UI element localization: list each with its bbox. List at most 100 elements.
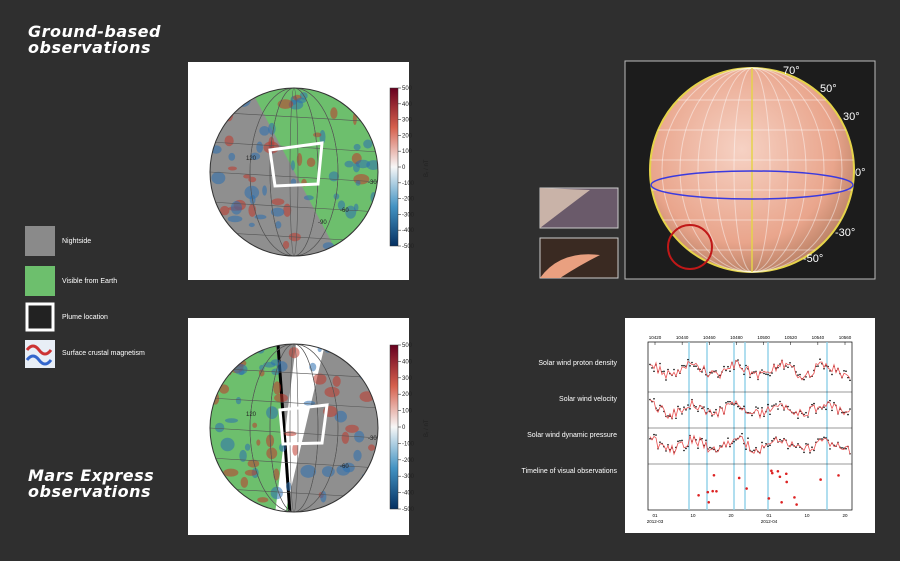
observation — [706, 490, 710, 494]
trace-dot — [651, 438, 653, 440]
observation — [737, 476, 741, 480]
colorbar-tick-label: 400 — [402, 102, 413, 108]
trace-dot — [735, 360, 737, 362]
trace-dot — [689, 407, 691, 410]
trace-dot — [649, 398, 651, 401]
grid — [249, 344, 339, 512]
crustal-field — [363, 139, 373, 149]
trace-dot — [811, 403, 813, 406]
trace-dot — [755, 406, 757, 408]
trace-dot — [805, 411, 807, 414]
trace-dot — [793, 445, 795, 447]
trace-dot — [779, 363, 781, 365]
trace-dot — [689, 365, 691, 367]
trace-dot — [727, 400, 729, 403]
trace-dot — [739, 407, 741, 410]
crustal-field — [219, 384, 230, 394]
trace-dot — [805, 443, 807, 445]
latitude-label: 50° — [820, 83, 837, 95]
orbit-tick-label: 10460 — [703, 335, 716, 340]
trace-dot — [665, 415, 667, 418]
trace-dot — [677, 440, 679, 443]
crustal-field — [306, 157, 316, 168]
trace-dot — [695, 365, 697, 368]
trace-dot — [837, 367, 839, 370]
trace-dot — [841, 447, 843, 449]
crustal-field — [248, 222, 255, 228]
trace-dot — [769, 374, 771, 377]
observation — [784, 472, 788, 476]
trace-dot — [653, 397, 655, 400]
observation — [711, 489, 714, 493]
trace-dot — [757, 378, 759, 381]
grid-label: -30 — [368, 436, 377, 442]
crustal-field — [333, 193, 340, 200]
globe — [210, 88, 378, 256]
trace-dot — [845, 447, 847, 450]
crustal-field — [228, 206, 243, 211]
observation — [776, 469, 780, 473]
grid — [249, 88, 339, 256]
trace-dot — [821, 438, 823, 440]
trace-dot — [739, 364, 741, 366]
trace-dot — [799, 373, 801, 376]
trace-dot — [659, 441, 661, 443]
trace-dot — [773, 363, 775, 366]
crustal-field — [263, 141, 280, 154]
crustal-field — [277, 99, 294, 109]
trace-dot — [723, 365, 725, 368]
grid — [210, 141, 378, 153]
trace-dot — [733, 368, 735, 371]
trace-dot — [803, 378, 805, 381]
inset — [539, 237, 619, 279]
crustal-field — [284, 431, 297, 437]
trace-dot — [673, 451, 675, 453]
trace-dot — [801, 378, 803, 380]
crustal-field — [244, 469, 258, 476]
trace-dot — [659, 404, 661, 407]
trace-dot — [839, 446, 841, 449]
crustal-field — [235, 89, 248, 95]
colorbar-tick-label: 300 — [402, 118, 413, 124]
trace-dot — [787, 405, 789, 408]
trace — [649, 434, 851, 456]
trace-dot — [815, 412, 817, 414]
day-tick-label: 10 — [690, 513, 696, 518]
crustal-field — [354, 430, 365, 443]
crustal-field — [227, 166, 237, 171]
trace-dot — [823, 406, 825, 408]
latitude-label: 30° — [843, 111, 860, 123]
observation — [697, 493, 700, 497]
trace-dot — [695, 439, 697, 441]
trace-dot — [819, 358, 821, 361]
trace-dot — [775, 367, 777, 369]
trace-dot — [651, 400, 653, 403]
trace-dot — [795, 446, 797, 449]
grid-label: 120 — [246, 156, 257, 162]
crustal-field — [220, 437, 235, 452]
crustal-field — [259, 364, 265, 371]
observation-band — [688, 342, 690, 510]
trace-dot — [813, 449, 815, 452]
colorbar-tick-label: 0 — [402, 165, 406, 171]
trace-dot — [737, 437, 739, 440]
trace-dot — [825, 437, 827, 439]
crustal-field — [332, 375, 341, 387]
trace-dot — [755, 370, 757, 373]
crustal-field — [266, 447, 278, 460]
trace-dot — [783, 409, 785, 411]
trace-dot — [769, 413, 771, 416]
crustal-field — [355, 180, 361, 186]
trace-dot — [781, 359, 783, 362]
colorbar-tick-label: -100 — [402, 181, 415, 187]
trace-dot — [731, 442, 733, 445]
trace-dot — [679, 408, 681, 410]
crustal-field — [274, 393, 288, 403]
trace-dot — [685, 409, 687, 411]
crustal-field — [338, 502, 344, 511]
trace-dot — [753, 371, 755, 373]
grid — [210, 427, 378, 439]
trace-dot — [771, 440, 773, 442]
crustal-field — [211, 392, 220, 405]
trace-dot — [651, 367, 653, 369]
